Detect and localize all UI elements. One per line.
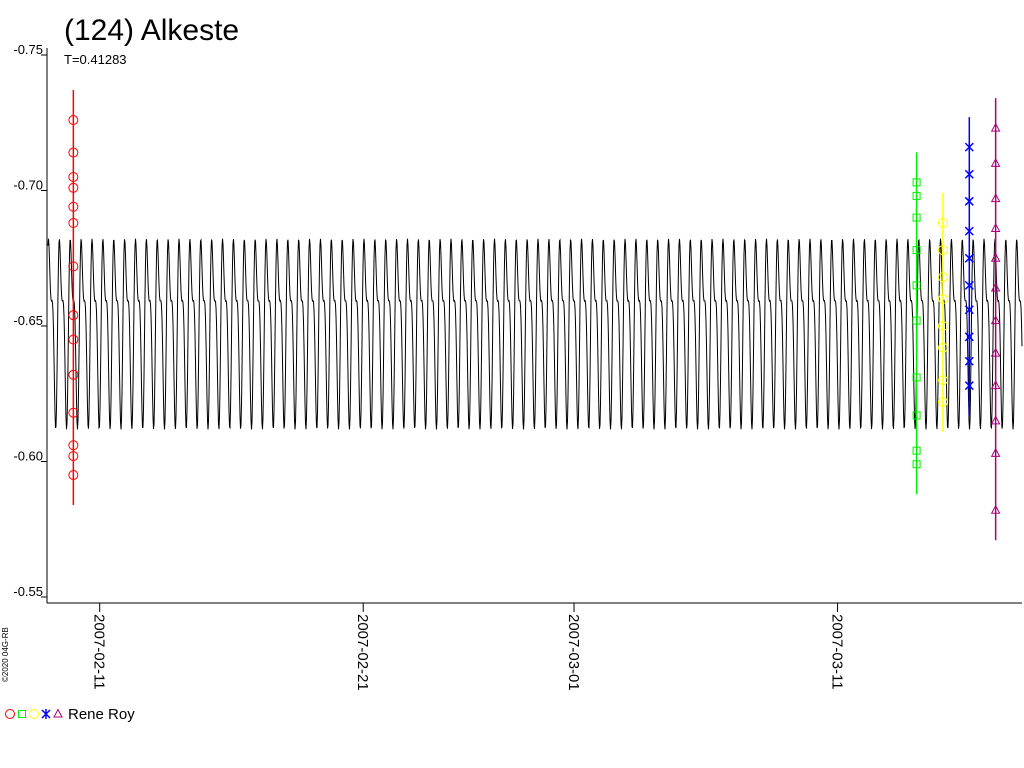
legend-symbol xyxy=(29,709,39,719)
data-point xyxy=(990,193,1001,203)
data-point xyxy=(937,321,948,331)
data-point xyxy=(937,375,948,386)
data-point xyxy=(964,380,974,391)
data-point xyxy=(68,334,79,345)
data-point xyxy=(68,440,79,451)
data-point xyxy=(990,347,1001,357)
data-point xyxy=(937,218,948,229)
data-point xyxy=(964,169,974,180)
data-point xyxy=(912,191,921,200)
data-point xyxy=(68,407,79,418)
legend-symbol xyxy=(5,709,15,719)
legend-symbol xyxy=(18,710,26,718)
data-point xyxy=(964,142,974,153)
data-point xyxy=(912,281,921,290)
data-point xyxy=(937,293,948,304)
data-point xyxy=(68,171,79,182)
data-point xyxy=(990,122,1001,132)
data-point xyxy=(912,373,921,382)
data-point xyxy=(912,178,921,187)
data-point xyxy=(990,252,1001,262)
data-point xyxy=(68,147,79,158)
data-point xyxy=(964,226,974,237)
data-point xyxy=(68,115,79,126)
data-point xyxy=(964,196,974,207)
data-point xyxy=(68,310,79,321)
credit: ©2020 04G-RB xyxy=(1,627,10,682)
data-point xyxy=(912,446,921,455)
legend-symbol xyxy=(53,708,63,718)
data-point xyxy=(990,447,1001,457)
y-tick-label: -0.60 xyxy=(13,449,43,464)
chart-title: (124) Alkeste xyxy=(64,14,239,47)
data-point xyxy=(964,331,974,342)
legend-label: Rene Roy xyxy=(68,706,135,723)
model-curve xyxy=(47,238,1023,430)
x-tick-label: 2007-03-11 xyxy=(829,614,846,690)
data-point xyxy=(937,396,948,407)
y-tick-label: -0.75 xyxy=(13,42,43,57)
data-point xyxy=(912,246,921,255)
x-tick-label: 2007-03-01 xyxy=(565,614,582,691)
data-point xyxy=(990,282,1001,292)
data-point xyxy=(68,182,79,193)
data-point xyxy=(68,261,79,272)
data-point xyxy=(912,460,921,469)
data-point xyxy=(68,451,79,462)
x-tick-label: 2007-02-21 xyxy=(354,614,371,691)
data-point xyxy=(937,272,948,283)
data-point xyxy=(990,157,1001,167)
data-point xyxy=(937,245,948,256)
y-tick-label: -0.70 xyxy=(13,178,43,193)
data-point xyxy=(964,280,974,291)
data-point xyxy=(912,316,921,325)
data-point xyxy=(68,470,79,481)
legend-symbol xyxy=(41,709,51,719)
data-point xyxy=(68,218,79,229)
data-point xyxy=(964,253,974,264)
data-point xyxy=(937,342,948,353)
data-point xyxy=(990,222,1001,232)
data-point xyxy=(912,213,921,222)
data-point xyxy=(912,411,921,420)
data-point xyxy=(964,356,974,367)
data-point xyxy=(964,304,974,315)
y-tick-label: -0.65 xyxy=(13,313,43,328)
chart-subtitle: T=0.41283 xyxy=(64,52,127,67)
y-tick-label: -0.55 xyxy=(13,584,43,599)
data-point xyxy=(68,369,79,380)
data-point xyxy=(990,380,1001,390)
x-tick-label: 2007-02-11 xyxy=(91,614,108,690)
data-point xyxy=(990,504,1001,514)
data-point xyxy=(990,315,1001,325)
data-point xyxy=(990,415,1001,425)
data-point xyxy=(68,201,79,212)
